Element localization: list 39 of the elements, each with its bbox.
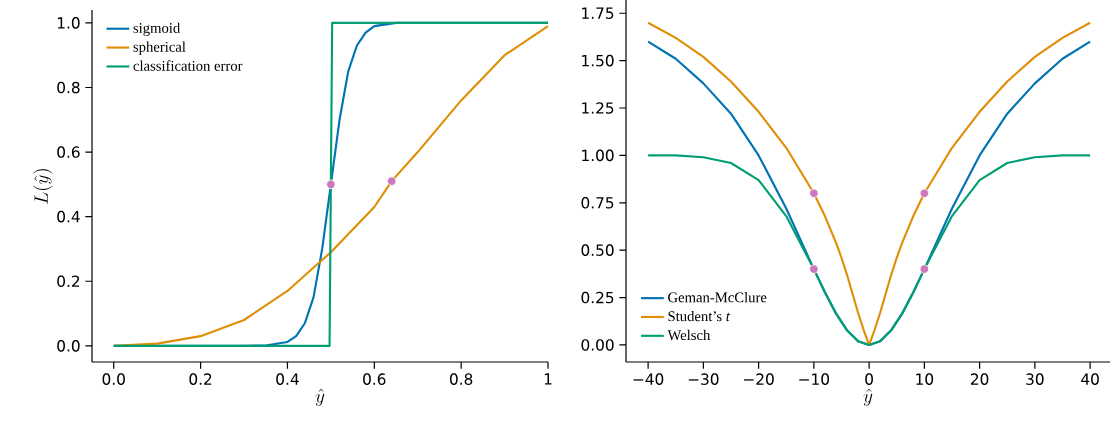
x-tick-label: 0.8 (449, 373, 473, 385)
x-tick-label: −10 (799, 373, 830, 385)
y-tick-label: 1.50 (582, 54, 614, 67)
y-tick-label: 0.0 (57, 340, 80, 352)
y-tick-label: 0.4 (57, 210, 80, 223)
y-tick-label: 1.0 (57, 17, 80, 29)
line-series (647, 154, 1092, 346)
legend-label: classification error (133, 60, 243, 71)
y-tick-label: 1.25 (582, 102, 614, 114)
y-tick-label: 0.25 (581, 291, 614, 304)
legend-label: Welsch (667, 329, 711, 341)
y-tick-label: 1.00 (582, 149, 614, 162)
y-tick-label: 0.2 (57, 275, 80, 288)
x-tick-label: 30 (1026, 373, 1044, 385)
x-tick-label: 20 (970, 373, 989, 385)
x-tick-label: 0 (865, 373, 873, 385)
x-tick-label: 0.6 (363, 373, 386, 385)
x-tick-label: −30 (688, 373, 719, 385)
y-axis-title: $L(\hat{y})$ (33, 169, 53, 204)
legend-label: Geman-McClure (668, 292, 767, 303)
x-tick-label: 0.2 (189, 373, 212, 385)
x-tick-label: 1 (544, 373, 552, 385)
x-axis-title: $\hat{y}$ (315, 388, 325, 407)
y-tick-label: 0.00 (581, 339, 614, 351)
x-tick-label: −40 (633, 373, 664, 385)
x-tick-label: 40 (1081, 373, 1099, 385)
y-tick-label: 0.6 (57, 146, 80, 158)
y-tick-label: 0.8 (57, 81, 80, 94)
legend-label: spherical (133, 41, 186, 55)
y-tick-label: 0.75 (581, 196, 614, 209)
x-axis-title: $\hat{y}$ (863, 388, 873, 407)
y-tick-label: 1.75 (582, 7, 614, 19)
legend-label: sigmoid (133, 22, 181, 36)
x-tick-label: 0.0 (102, 373, 125, 385)
x-tick-label: 10 (916, 373, 934, 385)
x-tick-label: 0.4 (276, 373, 299, 385)
y-tick-label: 0.50 (581, 244, 614, 256)
legend-label: Student’s t (668, 310, 731, 322)
x-tick-label: −20 (744, 373, 774, 385)
